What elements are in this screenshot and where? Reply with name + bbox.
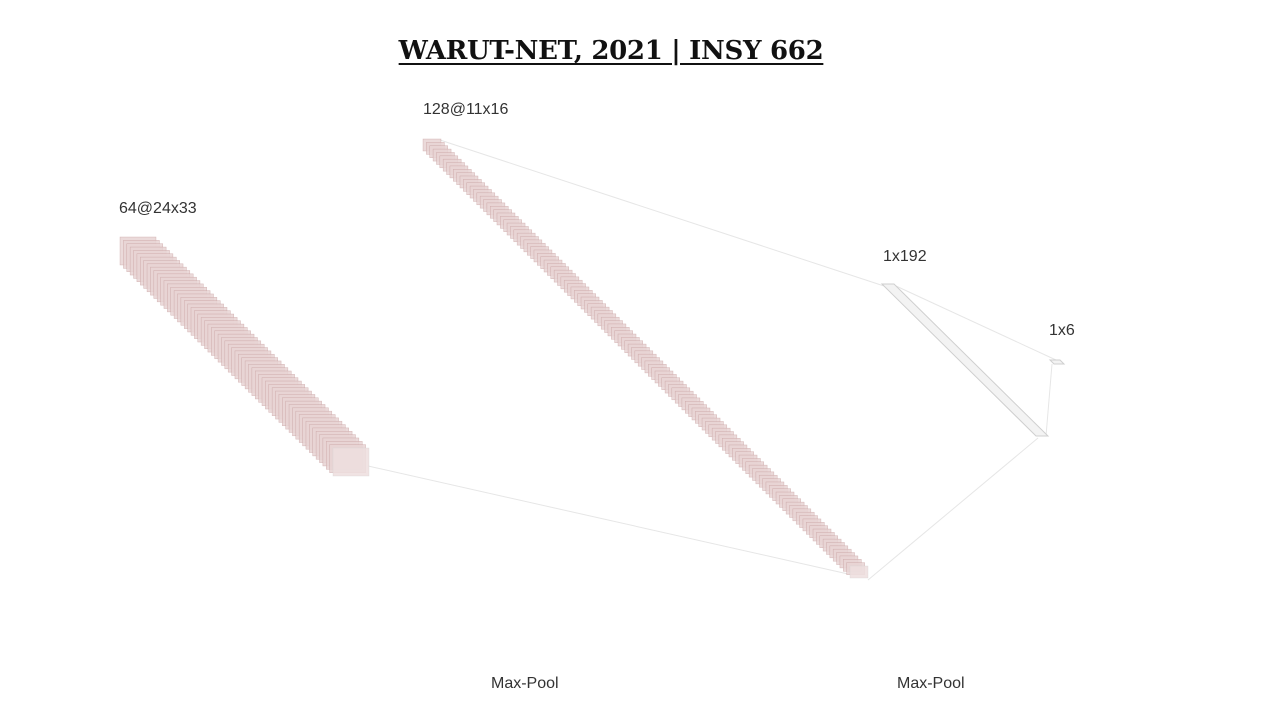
connector-line: [439, 139, 885, 287]
connector-line: [895, 285, 1057, 361]
operation-label-2: Max-Pool: [897, 675, 965, 692]
layer-label-4: 1x6: [1049, 322, 1075, 339]
output-vector-6: [1048, 359, 1066, 365]
output-layer-6: [1048, 359, 1066, 365]
operation-label-1: Max-Pool: [491, 675, 559, 692]
connector-line: [1045, 363, 1053, 437]
diagram-title: WARUT-NET, 2021 | INSY 662: [398, 36, 824, 66]
feature-map: [332, 447, 370, 477]
feature-maps-layer-1: [119, 236, 370, 477]
connector-lines: [367, 139, 1057, 581]
dense-layer-192: [880, 283, 1050, 437]
feature-maps-layer-2: [422, 138, 869, 579]
dense-vector-192: [880, 283, 1050, 437]
layer-label-3: 1x192: [883, 248, 927, 265]
layer-label-2: 128@11x16: [423, 101, 509, 118]
connector-line: [867, 437, 1039, 581]
connector-line: [367, 465, 849, 575]
layer-label-1: 64@24x33: [119, 200, 197, 217]
feature-map: [849, 565, 869, 579]
